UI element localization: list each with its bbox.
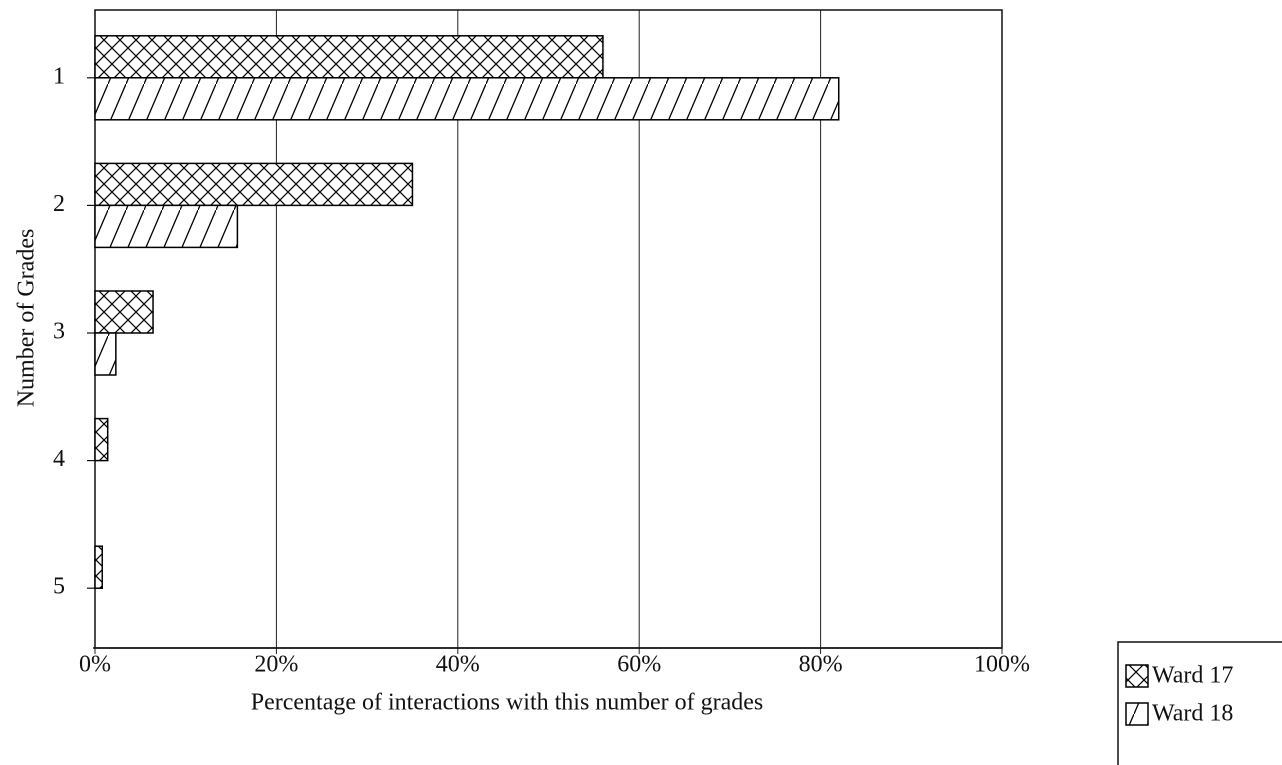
y-axis-label: Number of Grades	[14, 229, 40, 408]
bar	[94, 35, 604, 79]
bar	[94, 417, 109, 462]
x-tick-label: 100%	[974, 652, 1030, 678]
bar	[94, 545, 104, 589]
bar	[94, 162, 414, 207]
legend-swatch	[1125, 664, 1149, 688]
legend-label: Ward 17	[1152, 663, 1233, 689]
x-tick-label: 0%	[79, 652, 111, 678]
y-tick-label: 5	[53, 574, 65, 600]
legend-swatch	[1125, 702, 1149, 726]
y-tick-label: 2	[53, 191, 65, 217]
y-tick-label: 3	[53, 319, 65, 345]
x-tick-label: 60%	[617, 652, 661, 678]
x-tick-label: 20%	[254, 652, 298, 678]
x-axis-label: Percentage of interactions with this num…	[251, 690, 764, 716]
bar	[94, 77, 840, 121]
bar	[94, 204, 239, 249]
bar	[94, 332, 117, 376]
y-tick-label: 4	[53, 446, 65, 472]
x-tick-label: 40%	[436, 652, 480, 678]
y-tick-label: 1	[53, 63, 65, 89]
bar	[94, 290, 154, 334]
x-tick-label: 80%	[799, 652, 843, 678]
legend-label: Ward 18	[1152, 701, 1233, 727]
